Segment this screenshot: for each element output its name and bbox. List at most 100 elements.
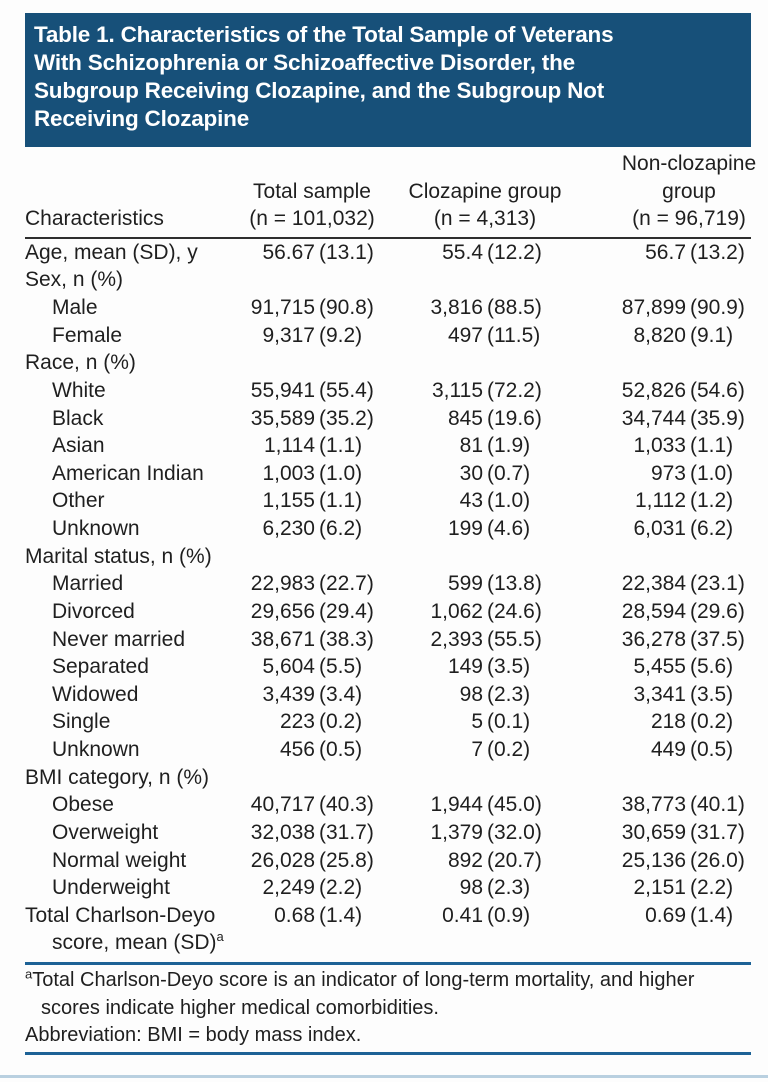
percent-value: (2.3): [487, 876, 531, 900]
column-header-label: Characteristics: [25, 207, 164, 231]
count-value: 3,341: [633, 682, 686, 706]
value-cell: 40,717 (40.3): [245, 791, 379, 819]
percent-value: (0.1): [487, 710, 531, 734]
value: 1,114 (1.1): [245, 432, 379, 460]
value: 22,384 (23.1): [545, 570, 751, 598]
value: 1,003 (1.0): [245, 460, 379, 488]
characteristic-label: Unknown: [52, 738, 140, 762]
value-cell: 845 (19.6): [379, 405, 545, 433]
value: 0.69 (1.4): [545, 902, 751, 930]
value-cell: 81 (1.9): [379, 432, 545, 460]
table-row: Married 22,983 (22.7) 599 (13.8) 22,384 (23.1): [25, 570, 751, 598]
count-value: 81: [459, 434, 483, 458]
count-value: 7: [471, 738, 483, 762]
value-cell: 22,384 (23.1): [545, 570, 751, 598]
count-value: 40,717: [250, 793, 315, 817]
percent-value: (22.7): [319, 572, 374, 596]
value: 1,379 (32.0): [379, 819, 545, 847]
value-cell: 91,715 (90.8): [245, 294, 379, 322]
footnotes: aTotal Charlson-Deyo score is an indicat…: [25, 967, 705, 1050]
count-value: 28,594: [621, 599, 686, 623]
value-cell: 0.69 (1.4): [545, 902, 751, 957]
value: 0.68 (1.4): [245, 902, 379, 930]
percent-value: (13.2): [690, 240, 745, 264]
count-value: 1,033: [633, 434, 686, 458]
percent-value: (54.6): [690, 378, 745, 402]
footnote-top-rule: [25, 962, 751, 965]
percent-value: (6.2): [319, 517, 363, 541]
value-cell: 1,033 (1.1): [545, 432, 751, 460]
column-header-label: group: [662, 179, 716, 203]
percent-value: (3.5): [690, 682, 734, 706]
percent-value: (29.4): [319, 599, 374, 623]
value-cell: 1,944 (45.0): [379, 791, 545, 819]
table-row: Asian 1,114 (1.1) 81 (1.9) 1,033 (1.1): [25, 432, 751, 460]
percent-value: (4.6): [487, 517, 531, 541]
count-value: 55,941: [250, 378, 315, 402]
percent-value: (1.9): [487, 434, 531, 458]
characteristic-cell: Unknown: [25, 736, 245, 764]
count-value: 38,671: [250, 627, 315, 651]
count-value: 3,115: [432, 378, 483, 402]
value-cell: 892 (20.7): [379, 847, 545, 875]
value-cell: 5 (0.1): [379, 708, 545, 736]
value-cell: 1,003 (1.0): [245, 460, 379, 488]
value: 2,151 (2.2): [545, 874, 751, 902]
value: 91,715 (90.8): [245, 294, 379, 322]
percent-value: (1.1): [319, 434, 363, 458]
value: 30,659 (31.7): [545, 819, 751, 847]
characteristic-cell: Male: [25, 294, 245, 322]
title-line: Table 1. Characteristics of the Total Sa…: [34, 22, 614, 47]
table-row: Widowed 3,439 (3.4) 98 (2.3) 3,341 (3.5): [25, 681, 751, 709]
value: 29,656 (29.4): [245, 598, 379, 626]
characteristic-cell: Unknown: [25, 515, 245, 543]
value-cell: [545, 543, 751, 571]
value: 218 (0.2): [545, 708, 751, 736]
value: 55,941 (55.4): [245, 377, 379, 405]
percent-value: (2.2): [319, 876, 363, 900]
value: 8,820 (9.1): [545, 322, 751, 350]
value: 6,230 (6.2): [245, 515, 379, 543]
title-line: Receiving Clozapine: [34, 106, 250, 131]
value: 5,604 (5.5): [245, 653, 379, 681]
percent-value: (88.5): [487, 296, 542, 320]
percent-value: (32.0): [487, 820, 542, 844]
percent-value: (0.9): [487, 903, 531, 927]
characteristic-label: Obese: [52, 793, 114, 817]
percent-value: (13.8): [487, 572, 542, 596]
percent-value: (9.2): [319, 323, 363, 347]
count-value: 1,003: [262, 461, 315, 485]
characteristic-cell: Total Charlson-Deyo score, mean (SD)a: [25, 902, 245, 957]
value: 1,155 (1.1): [245, 487, 379, 515]
characteristic-cell: White: [25, 377, 245, 405]
value-cell: [245, 764, 379, 792]
percent-value: (35.9): [690, 406, 745, 430]
value-cell: [379, 764, 545, 792]
table-row: Black 35,589 (35.2) 845 (19.6) 34,744 (35.9): [25, 405, 751, 433]
page-bottom-divider: [0, 1075, 768, 1078]
count-value: 2,249: [262, 876, 315, 900]
value: 5 (0.1): [379, 708, 545, 736]
value: 22,983 (22.7): [245, 570, 379, 598]
count-value: 29,656: [250, 599, 315, 623]
percent-value: (0.7): [487, 461, 531, 485]
value: 3,341 (3.5): [545, 681, 751, 709]
percent-value: (90.8): [319, 296, 374, 320]
percent-value: (31.7): [319, 820, 374, 844]
value-cell: 6,230 (6.2): [245, 515, 379, 543]
value-cell: 3,341 (3.5): [545, 681, 751, 709]
characteristic-label: BMI category, n (%): [25, 765, 209, 789]
count-value: 35,589: [250, 406, 315, 430]
count-value: 6,230: [262, 517, 315, 541]
table-row: BMI category, n (%): [25, 764, 751, 792]
table-row: Total Charlson-Deyo score, mean (SD)a 0.68…: [25, 902, 751, 957]
percent-value: (29.6): [690, 599, 745, 623]
count-value: 56.67: [262, 240, 315, 264]
count-value: 5,604: [262, 655, 315, 679]
characteristic-cell: Female: [25, 322, 245, 350]
percent-value: (5.5): [319, 655, 363, 679]
count-value: 0.69: [645, 903, 686, 927]
count-value: 456: [279, 738, 315, 762]
table-row: Age, mean (SD), y 56.67 (13.1) 55.4 (12.2) 56…: [25, 238, 751, 267]
value-cell: 32,038 (31.7): [245, 819, 379, 847]
